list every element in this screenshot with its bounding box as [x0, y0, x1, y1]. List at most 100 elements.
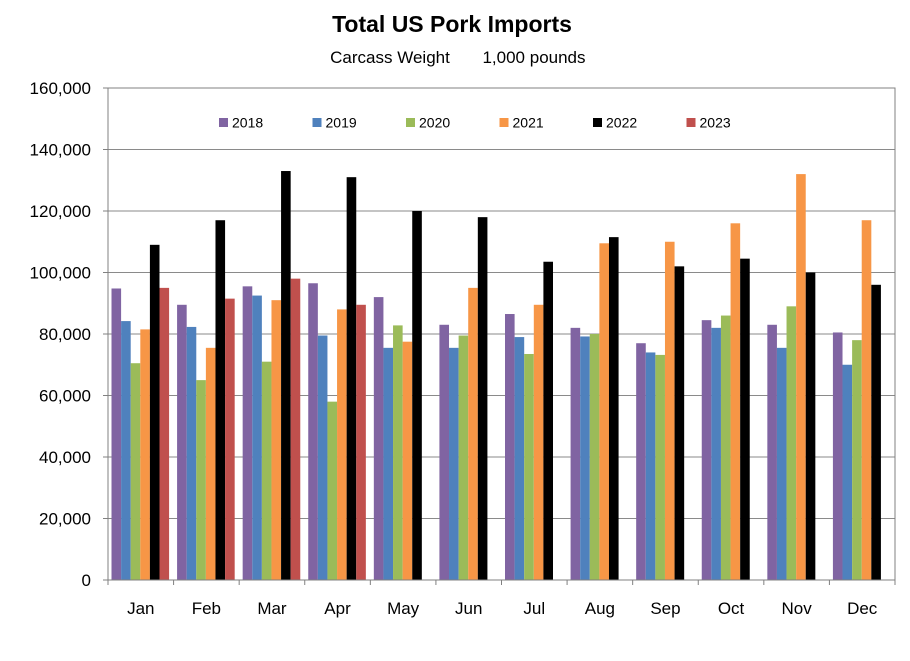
- bar: [842, 364, 853, 580]
- y-tick-label: 120,000: [30, 202, 91, 221]
- bar: [308, 283, 318, 580]
- bar: [674, 266, 685, 580]
- bar: [261, 361, 272, 580]
- bar: [225, 298, 235, 580]
- x-tick-label: Sep: [650, 599, 680, 618]
- bar: [271, 300, 282, 580]
- bar: [832, 332, 843, 580]
- bar: [242, 286, 253, 580]
- x-tick-label: May: [387, 599, 420, 618]
- x-tick-label: Jan: [127, 599, 154, 618]
- y-tick-label: 0: [82, 571, 91, 590]
- bar: [196, 380, 206, 580]
- bar: [740, 258, 750, 580]
- y-tick-label: 160,000: [30, 79, 91, 98]
- bar: [543, 261, 553, 580]
- bar: [205, 347, 216, 580]
- legend-swatch: [593, 118, 602, 127]
- legend-label: 2019: [326, 115, 357, 131]
- y-tick-label: 140,000: [30, 141, 91, 160]
- bar: [383, 347, 394, 580]
- x-tick-label: Apr: [324, 599, 351, 618]
- bar: [468, 287, 478, 580]
- bar: [439, 324, 450, 580]
- bar: [805, 272, 816, 580]
- bar: [252, 295, 262, 580]
- x-tick-label: Jun: [455, 599, 482, 618]
- bar: [346, 177, 357, 581]
- bar: [449, 347, 459, 580]
- bar: [111, 288, 122, 580]
- bar: [177, 304, 187, 580]
- bar: [776, 347, 787, 580]
- x-tick-label: Nov: [782, 599, 813, 618]
- bar: [720, 315, 731, 580]
- bar: [505, 314, 515, 580]
- x-tick-label: Oct: [718, 599, 745, 618]
- bar: [477, 217, 488, 580]
- bar: [327, 401, 338, 580]
- bar: [402, 341, 413, 580]
- bar: [356, 304, 366, 580]
- bar: [852, 340, 862, 580]
- legend-label: 2022: [606, 115, 637, 131]
- bar: [140, 329, 150, 580]
- bar: [664, 241, 675, 580]
- y-tick-label: 80,000: [39, 325, 91, 344]
- y-tick-label: 60,000: [39, 387, 91, 406]
- bar: [570, 327, 581, 580]
- legend-swatch: [686, 118, 696, 127]
- y-tick-label: 20,000: [39, 510, 91, 529]
- bar: [655, 354, 665, 580]
- bar: [767, 324, 777, 580]
- x-tick-label: Mar: [257, 599, 287, 618]
- bar: [711, 327, 721, 580]
- bar: [159, 287, 170, 580]
- bar: [786, 306, 797, 580]
- bar: [215, 220, 226, 580]
- y-tick-label: 40,000: [39, 448, 91, 467]
- chart-title: Total US Pork Imports: [332, 11, 572, 37]
- legend-swatch: [499, 118, 509, 127]
- bar: [337, 309, 347, 580]
- bar: [589, 334, 600, 580]
- bar: [281, 171, 291, 580]
- bar: [599, 243, 609, 580]
- bar: [730, 223, 741, 581]
- x-tick-label: Jul: [523, 599, 545, 618]
- bar: [121, 321, 131, 580]
- legend-swatch: [219, 118, 228, 127]
- x-tick-label: Aug: [585, 599, 615, 618]
- legend-label: 2023: [700, 115, 731, 131]
- y-tick-label: 100,000: [30, 264, 91, 283]
- chart-subtitle-left: Carcass Weight: [330, 48, 450, 67]
- bar: [871, 284, 881, 580]
- bar: [636, 343, 646, 580]
- bar: [458, 335, 469, 580]
- bar: [861, 220, 872, 580]
- legend-label: 2018: [232, 115, 263, 131]
- legend-label: 2021: [513, 115, 544, 131]
- bar: [373, 297, 384, 580]
- bar: [149, 244, 160, 580]
- legend-swatch: [406, 118, 415, 127]
- bar: [412, 211, 422, 580]
- bar: [645, 352, 656, 580]
- plot-area: 0 20,000 40,000 60,000 80,000 100,000 120,000 1…: [30, 79, 896, 618]
- bar: [317, 335, 328, 580]
- chart-subtitle-right: 1,000 pounds: [482, 48, 585, 67]
- bar: [290, 278, 301, 580]
- legend-label: 2020: [419, 115, 450, 131]
- bar: [393, 325, 403, 580]
- bar: [533, 304, 544, 580]
- bar: [524, 353, 534, 580]
- bar: [580, 336, 590, 580]
- legend-swatch: [312, 118, 322, 127]
- bar: [701, 320, 712, 580]
- bar: [796, 174, 806, 580]
- bar: [608, 237, 619, 580]
- bar: [514, 337, 525, 580]
- x-tick-label: Dec: [847, 599, 878, 618]
